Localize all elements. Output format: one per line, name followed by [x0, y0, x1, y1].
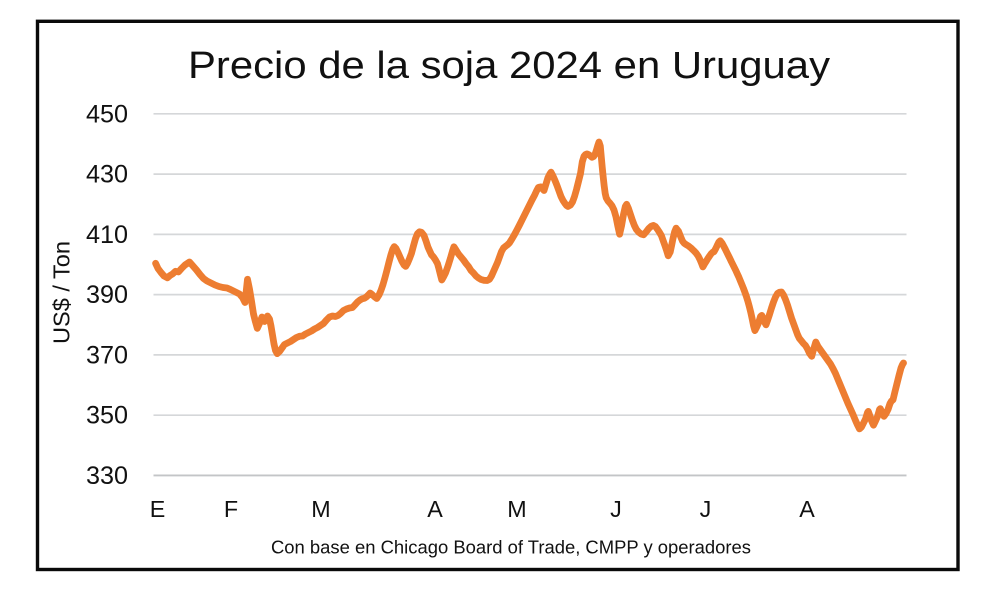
- svg-text:410: 410: [86, 221, 128, 249]
- svg-text:F: F: [224, 496, 238, 522]
- svg-text:390: 390: [86, 281, 128, 309]
- svg-text:US$ / Ton: US$ / Ton: [49, 241, 75, 344]
- svg-text:370: 370: [86, 341, 128, 369]
- svg-text:Con base en Chicago Board of T: Con base en Chicago Board of Trade, CMPP…: [271, 537, 751, 558]
- svg-text:Precio de la soja 2024 en Urug: Precio de la soja 2024 en Uruguay: [188, 45, 830, 87]
- svg-text:M: M: [311, 496, 330, 522]
- svg-text:J: J: [610, 496, 622, 522]
- svg-text:430: 430: [86, 161, 128, 189]
- svg-text:450: 450: [86, 100, 128, 128]
- svg-text:330: 330: [86, 462, 128, 490]
- svg-text:A: A: [427, 496, 443, 522]
- svg-text:E: E: [150, 496, 166, 522]
- svg-text:A: A: [799, 496, 815, 522]
- svg-text:M: M: [507, 496, 526, 522]
- svg-text:350: 350: [86, 402, 128, 430]
- svg-text:J: J: [700, 496, 712, 522]
